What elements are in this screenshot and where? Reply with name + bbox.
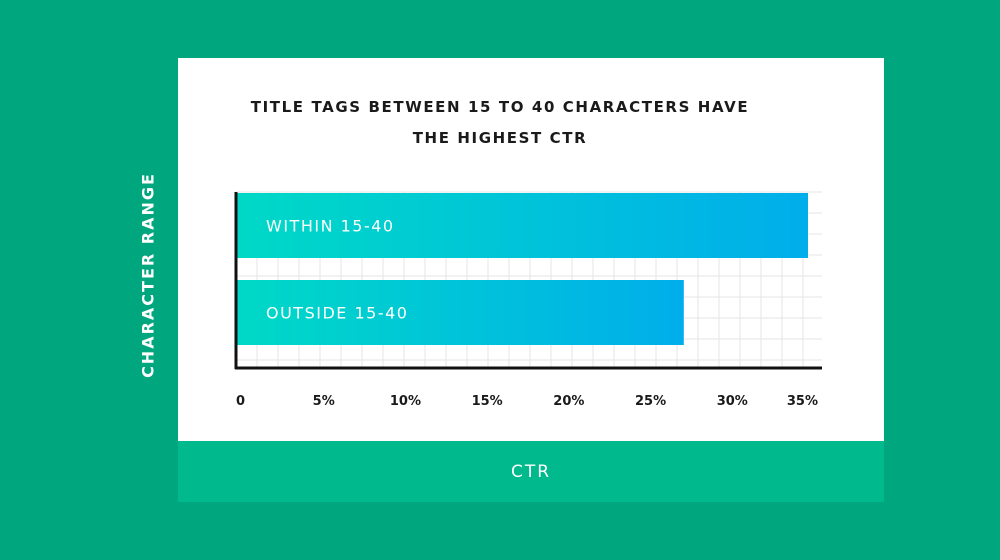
chart-title-line-1: TITLE TAGS BETWEEN 15 TO 40 CHARACTERS H… (250, 98, 750, 116)
x-tick-label: 25% (635, 394, 666, 409)
bar-label-2: OUTSIDE 15-40 (266, 304, 408, 323)
bars: WITHIN 15-40 OUTSIDE 15-40 (236, 193, 808, 345)
x-axis-label-band: CTR (178, 441, 884, 502)
x-tick-label: 0 (236, 394, 245, 409)
bar-label-1: WITHIN 15-40 (266, 217, 395, 236)
x-tick-label: 10% (390, 394, 421, 409)
bar-2 (236, 280, 684, 345)
chart-title: TITLE TAGS BETWEEN 15 TO 40 CHARACTERS H… (0, 92, 1000, 154)
x-tick-label: 35% (787, 394, 818, 409)
x-axis-label: CTR (510, 461, 552, 482)
x-tick-label: 5% (313, 394, 335, 409)
axes (234, 192, 822, 370)
x-tick-label: 30% (717, 394, 748, 409)
x-tick-label: 15% (472, 394, 503, 409)
x-tick-label: 20% (553, 394, 584, 409)
chart-title-line-2: THE HIGHEST CTR (412, 129, 588, 147)
bar-1 (236, 193, 808, 258)
x-tick-labels: 0 5% 10% 15% 20% 25% 30% 35% (236, 394, 818, 409)
